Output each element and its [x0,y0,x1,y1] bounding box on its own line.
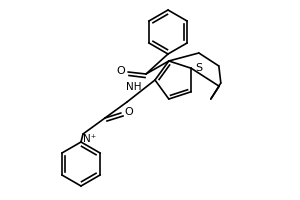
Text: O: O [117,66,125,76]
Text: N⁺: N⁺ [83,134,97,144]
Text: NH: NH [126,82,142,92]
Text: O: O [124,107,134,117]
Text: S: S [195,63,202,73]
